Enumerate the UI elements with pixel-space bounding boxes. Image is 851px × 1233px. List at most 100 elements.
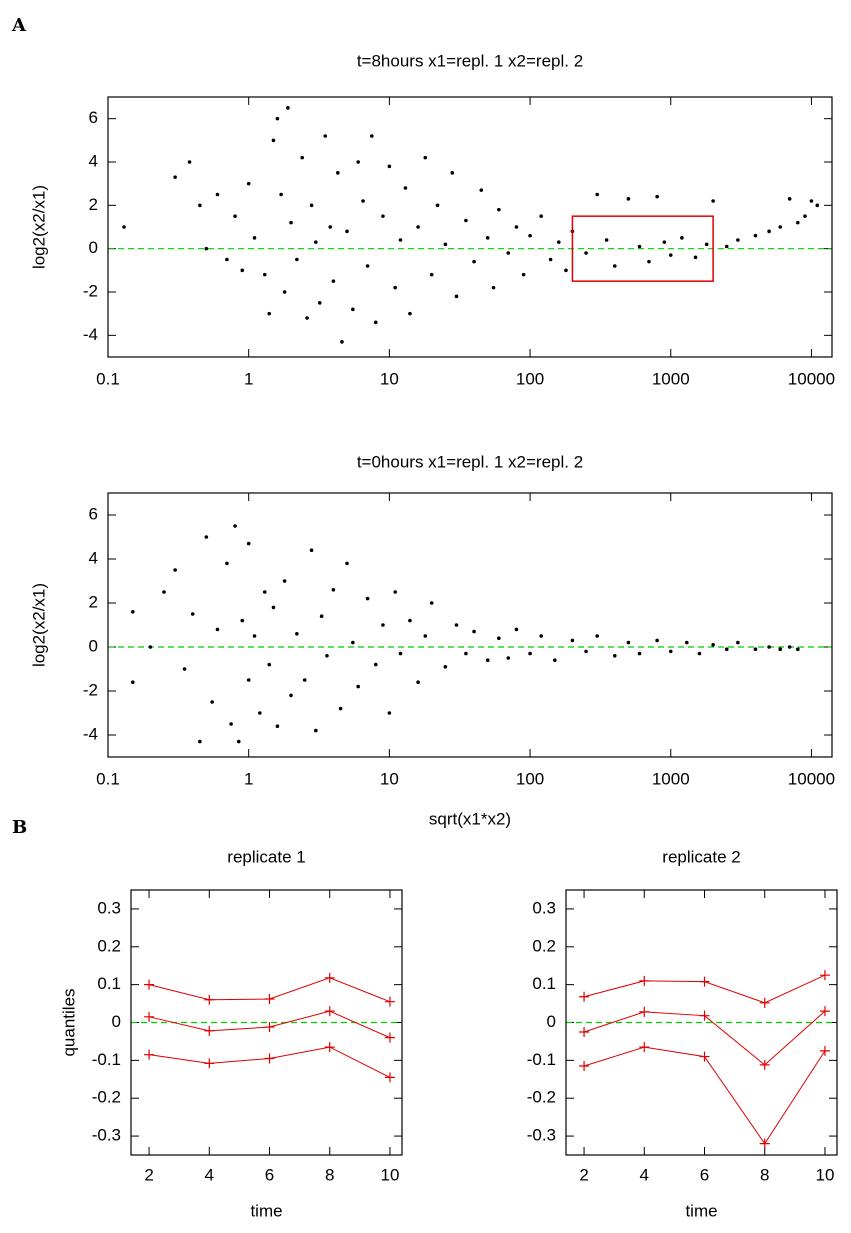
y-tick-label: 0 xyxy=(547,1012,556,1031)
x-tick-label: 4 xyxy=(640,1165,649,1184)
point xyxy=(246,541,251,546)
y-tick-label: 6 xyxy=(89,108,98,127)
point xyxy=(271,605,276,610)
point xyxy=(173,175,177,179)
point xyxy=(485,658,490,662)
point xyxy=(416,225,420,229)
point xyxy=(130,680,135,684)
y-tick-label: -4 xyxy=(83,724,98,743)
point xyxy=(464,651,468,656)
point xyxy=(340,340,344,344)
point xyxy=(356,160,360,164)
y-tick-label: 4 xyxy=(89,151,98,170)
point xyxy=(282,579,287,583)
marker xyxy=(639,1006,650,1017)
y-tick-label: 0.1 xyxy=(97,974,121,993)
point xyxy=(443,242,448,247)
x-tick-label: 1000 xyxy=(652,769,690,788)
point xyxy=(302,678,307,682)
point xyxy=(300,155,304,160)
x-tick-label: 1 xyxy=(244,769,253,788)
point xyxy=(289,220,293,225)
point xyxy=(711,199,715,203)
x-tick-label: 4 xyxy=(205,1165,214,1184)
point xyxy=(416,680,420,684)
point xyxy=(539,634,544,638)
chart-title: replicate 1 xyxy=(227,847,305,866)
x-tick-label: 0.1 xyxy=(96,369,120,388)
plot-frame xyxy=(130,889,403,1156)
point xyxy=(225,257,229,262)
point xyxy=(262,272,267,277)
x-tick-label: 6 xyxy=(265,1165,274,1184)
point xyxy=(246,181,251,186)
y-tick-label: 4 xyxy=(89,548,98,567)
marker xyxy=(699,976,710,987)
panel-label: A xyxy=(11,15,27,36)
marker xyxy=(699,1010,710,1021)
point xyxy=(787,197,792,201)
x-tick-label: 10 xyxy=(380,369,399,388)
point xyxy=(187,160,192,164)
y-tick-label: -0.2 xyxy=(92,1088,121,1107)
point xyxy=(204,535,209,539)
point xyxy=(753,233,758,238)
point xyxy=(556,240,561,244)
point xyxy=(767,229,771,234)
point xyxy=(724,647,729,651)
point xyxy=(198,739,202,744)
point xyxy=(736,238,740,242)
point xyxy=(655,638,659,643)
point xyxy=(647,259,651,264)
point xyxy=(215,627,220,632)
marker xyxy=(384,996,395,1007)
point xyxy=(809,199,814,203)
y-tick-label: 0.2 xyxy=(532,936,556,955)
x-tick-label: 1 xyxy=(244,369,253,388)
point xyxy=(373,662,378,667)
point xyxy=(198,203,202,208)
point xyxy=(584,251,588,255)
x-tick-label: 10 xyxy=(380,1165,399,1184)
point xyxy=(204,246,209,251)
x-tick-label: 2 xyxy=(579,1165,588,1184)
marker xyxy=(144,979,155,990)
chart-title: replicate 2 xyxy=(662,847,740,866)
y-tick-label: -2 xyxy=(83,680,98,699)
y-tick-label: -0.1 xyxy=(527,1050,556,1069)
point xyxy=(122,225,126,229)
marker xyxy=(264,1022,275,1033)
point xyxy=(408,311,412,316)
point xyxy=(815,203,820,208)
point xyxy=(233,214,237,218)
point xyxy=(314,728,318,733)
y-axis-label: log2(x2/x1) xyxy=(29,583,48,667)
point xyxy=(595,192,599,197)
marker xyxy=(324,1042,335,1053)
x-tick-label: 1000 xyxy=(652,369,690,388)
point xyxy=(450,171,455,175)
point xyxy=(262,590,267,594)
point xyxy=(693,255,698,260)
marker xyxy=(759,1138,770,1149)
point xyxy=(548,257,553,262)
point xyxy=(336,171,340,175)
marker xyxy=(759,1059,770,1070)
point xyxy=(604,238,609,242)
point xyxy=(429,601,434,605)
point xyxy=(711,643,715,647)
marker xyxy=(579,991,590,1002)
marker xyxy=(699,1051,710,1062)
point xyxy=(345,229,349,234)
point xyxy=(148,645,153,649)
point xyxy=(295,257,299,262)
point xyxy=(351,307,355,312)
point xyxy=(491,285,496,290)
point xyxy=(369,134,374,138)
x-tick-label: 10 xyxy=(380,769,399,788)
point xyxy=(275,724,280,728)
point xyxy=(787,645,792,649)
point xyxy=(680,236,684,240)
marker xyxy=(639,975,650,986)
y-tick-label: 2 xyxy=(89,195,98,214)
